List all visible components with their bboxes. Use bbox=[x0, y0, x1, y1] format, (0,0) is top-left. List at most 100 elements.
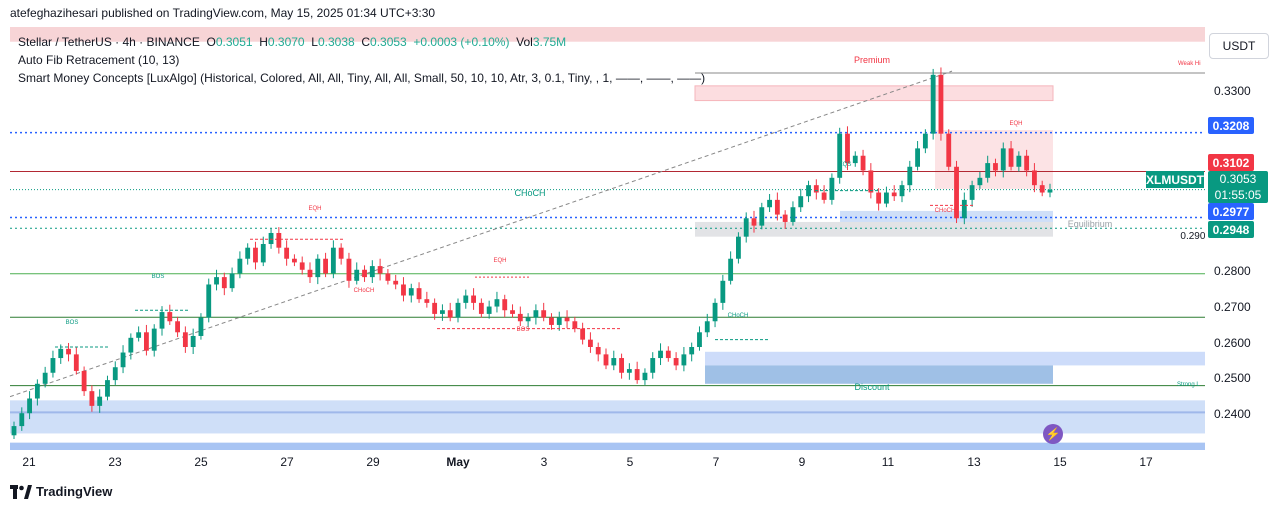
candle-body bbox=[564, 317, 570, 322]
candle-body bbox=[1032, 170, 1037, 186]
time-label: 21 bbox=[22, 455, 36, 469]
candle-body bbox=[58, 348, 64, 359]
candle-body bbox=[369, 266, 375, 278]
demand-zone-1 bbox=[705, 351, 1205, 366]
indicator-smc[interactable]: Smart Money Concepts [LuxAlgo] (Historic… bbox=[18, 71, 706, 85]
price-tick: 0.2700 bbox=[1214, 300, 1251, 314]
eqh-label: EQH bbox=[493, 258, 506, 264]
candle-body bbox=[471, 295, 476, 303]
eqh-label: EQH bbox=[308, 206, 321, 212]
candle-body bbox=[595, 347, 601, 355]
candle-body bbox=[198, 317, 204, 336]
candle-body bbox=[922, 133, 928, 149]
close-label: C bbox=[361, 35, 371, 49]
price-chart[interactable]: Premium Weak Hi CHoCH Equilibrium 0.2900 Disc… bbox=[10, 27, 1205, 450]
time-label: 5 bbox=[626, 455, 634, 469]
equilibrium-label: Equilibrium bbox=[1068, 219, 1113, 229]
candle-body bbox=[860, 155, 866, 171]
candle-body bbox=[658, 350, 663, 359]
candle-body bbox=[416, 288, 422, 300]
candle-body bbox=[292, 258, 297, 263]
candle-body bbox=[642, 372, 648, 381]
current-price-tag: 0.3053 01:55:05 bbox=[1208, 171, 1268, 203]
volume-value: 3.75M bbox=[532, 35, 567, 49]
candle-body bbox=[42, 372, 48, 384]
symbol-label: XLMUSDT bbox=[1146, 171, 1204, 188]
candle-body bbox=[798, 196, 804, 208]
volume-label: Vol bbox=[516, 35, 533, 49]
equilibrium-zone bbox=[695, 221, 1053, 237]
fib-trend-line bbox=[10, 70, 953, 398]
price-tick: 0.3300 bbox=[1214, 84, 1251, 98]
candle-body bbox=[743, 218, 749, 237]
candle-body bbox=[346, 258, 352, 281]
candle-body bbox=[790, 207, 796, 222]
candle-body bbox=[330, 247, 336, 274]
ohlc-row: Stellar / TetherUS · 4h · BINANCE O0.305… bbox=[18, 33, 705, 51]
candle-body bbox=[961, 199, 967, 219]
candle-body bbox=[338, 247, 344, 259]
candle-body bbox=[977, 177, 983, 186]
candle-body bbox=[393, 280, 399, 285]
candle-body bbox=[619, 358, 624, 373]
candle-body bbox=[486, 306, 492, 314]
candle-body bbox=[284, 247, 290, 259]
candle-body bbox=[424, 299, 430, 303]
indicator-fib[interactable]: Auto Fib Retracement (10, 13) bbox=[18, 53, 180, 67]
tradingview-logo[interactable]: TradingView bbox=[10, 484, 112, 499]
change-value: +0.0003 (+0.10%) bbox=[413, 35, 510, 49]
time-label: 15 bbox=[1053, 455, 1067, 469]
candle-body bbox=[572, 321, 578, 329]
price-axis[interactable] bbox=[1205, 27, 1281, 450]
candle-body bbox=[728, 258, 734, 281]
candle-body bbox=[829, 177, 835, 200]
lightning-icon[interactable]: ⚡ bbox=[1043, 424, 1063, 444]
candle-body bbox=[128, 337, 134, 353]
candle-body bbox=[494, 299, 500, 307]
candle-body bbox=[206, 284, 212, 318]
currency-button[interactable]: USDT bbox=[1209, 33, 1269, 59]
candle-body bbox=[938, 74, 944, 134]
candle-body bbox=[541, 310, 547, 318]
choch-main-label: CHoCH bbox=[514, 188, 545, 198]
candle-body bbox=[385, 273, 391, 281]
bos-label: BOS bbox=[517, 327, 530, 333]
candle-body bbox=[556, 317, 562, 325]
time-label: 27 bbox=[280, 455, 294, 469]
candle-body bbox=[845, 133, 850, 164]
candle-body bbox=[81, 370, 87, 392]
candle-body bbox=[159, 312, 165, 329]
candle-body bbox=[175, 321, 180, 333]
candle-body bbox=[1024, 155, 1030, 171]
price-tick: 0.2800 bbox=[1214, 264, 1251, 278]
candle-body bbox=[673, 358, 679, 366]
candle-body bbox=[634, 369, 640, 381]
candle-body bbox=[478, 302, 484, 314]
chart-area[interactable]: Premium Weak Hi CHoCH Equilibrium 0.2900 Disc… bbox=[10, 27, 1205, 450]
choch-label: CHoCH bbox=[354, 288, 375, 294]
candle-body bbox=[299, 262, 305, 270]
time-label: 13 bbox=[967, 455, 981, 469]
symbol-title[interactable]: Stellar / TetherUS · 4h · BINANCE bbox=[18, 35, 200, 49]
candle-body bbox=[946, 133, 952, 167]
candle-body bbox=[463, 295, 469, 303]
open-value: 0.3051 bbox=[215, 35, 253, 49]
candle-body bbox=[759, 207, 765, 226]
time-label: 25 bbox=[194, 455, 208, 469]
time-label: 9 bbox=[798, 455, 806, 469]
time-axis[interactable]: 21 23 25 27 29 May 3 5 7 9 11 13 15 17 bbox=[10, 450, 1205, 472]
price-tick: 0.2500 bbox=[1214, 371, 1251, 385]
time-label: 3 bbox=[540, 455, 548, 469]
candle-body bbox=[1047, 189, 1053, 193]
candle-body bbox=[362, 269, 367, 278]
candle-body bbox=[237, 258, 243, 274]
candle-body bbox=[144, 332, 149, 351]
bos-label: BOS bbox=[152, 274, 165, 280]
time-label: 29 bbox=[366, 455, 380, 469]
eqh-label: EQH bbox=[1009, 121, 1022, 127]
candle-body bbox=[401, 284, 406, 296]
time-label: 23 bbox=[108, 455, 122, 469]
candle-body bbox=[876, 192, 882, 204]
candle-body bbox=[27, 398, 32, 414]
candle-body bbox=[930, 74, 936, 134]
